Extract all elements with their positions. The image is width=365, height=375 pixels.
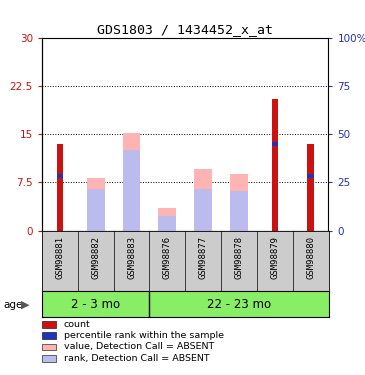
Text: GSM98878: GSM98878 (234, 236, 243, 279)
Text: age: age (4, 300, 23, 309)
Text: ▶: ▶ (21, 300, 30, 309)
Text: GSM98881: GSM98881 (55, 236, 64, 279)
Text: GSM98880: GSM98880 (306, 236, 315, 279)
Text: GSM98877: GSM98877 (199, 236, 208, 279)
Bar (230, 191, 248, 231)
Text: count: count (64, 320, 91, 329)
Bar (230, 174, 248, 231)
Bar (307, 174, 314, 178)
Bar (87, 178, 105, 231)
Bar (123, 133, 141, 231)
Text: GSM98879: GSM98879 (270, 236, 279, 279)
Bar (307, 144, 314, 231)
Bar (158, 216, 176, 231)
Bar (123, 150, 141, 231)
Bar (87, 189, 105, 231)
Bar (57, 144, 63, 231)
Bar (272, 142, 278, 146)
Text: GSM98883: GSM98883 (127, 236, 136, 279)
Bar (194, 170, 212, 231)
Title: GDS1803 / 1434452_x_at: GDS1803 / 1434452_x_at (97, 23, 273, 36)
Bar (272, 99, 278, 231)
Text: GSM98882: GSM98882 (91, 236, 100, 279)
Text: rank, Detection Call = ABSENT: rank, Detection Call = ABSENT (64, 354, 210, 363)
Bar (57, 174, 63, 178)
Text: percentile rank within the sample: percentile rank within the sample (64, 331, 224, 340)
Text: 22 - 23 mo: 22 - 23 mo (207, 298, 271, 310)
Text: 2 - 3 mo: 2 - 3 mo (71, 298, 120, 310)
Bar (158, 208, 176, 231)
Text: GSM98876: GSM98876 (163, 236, 172, 279)
Text: value, Detection Call = ABSENT: value, Detection Call = ABSENT (64, 342, 214, 351)
Bar (194, 189, 212, 231)
